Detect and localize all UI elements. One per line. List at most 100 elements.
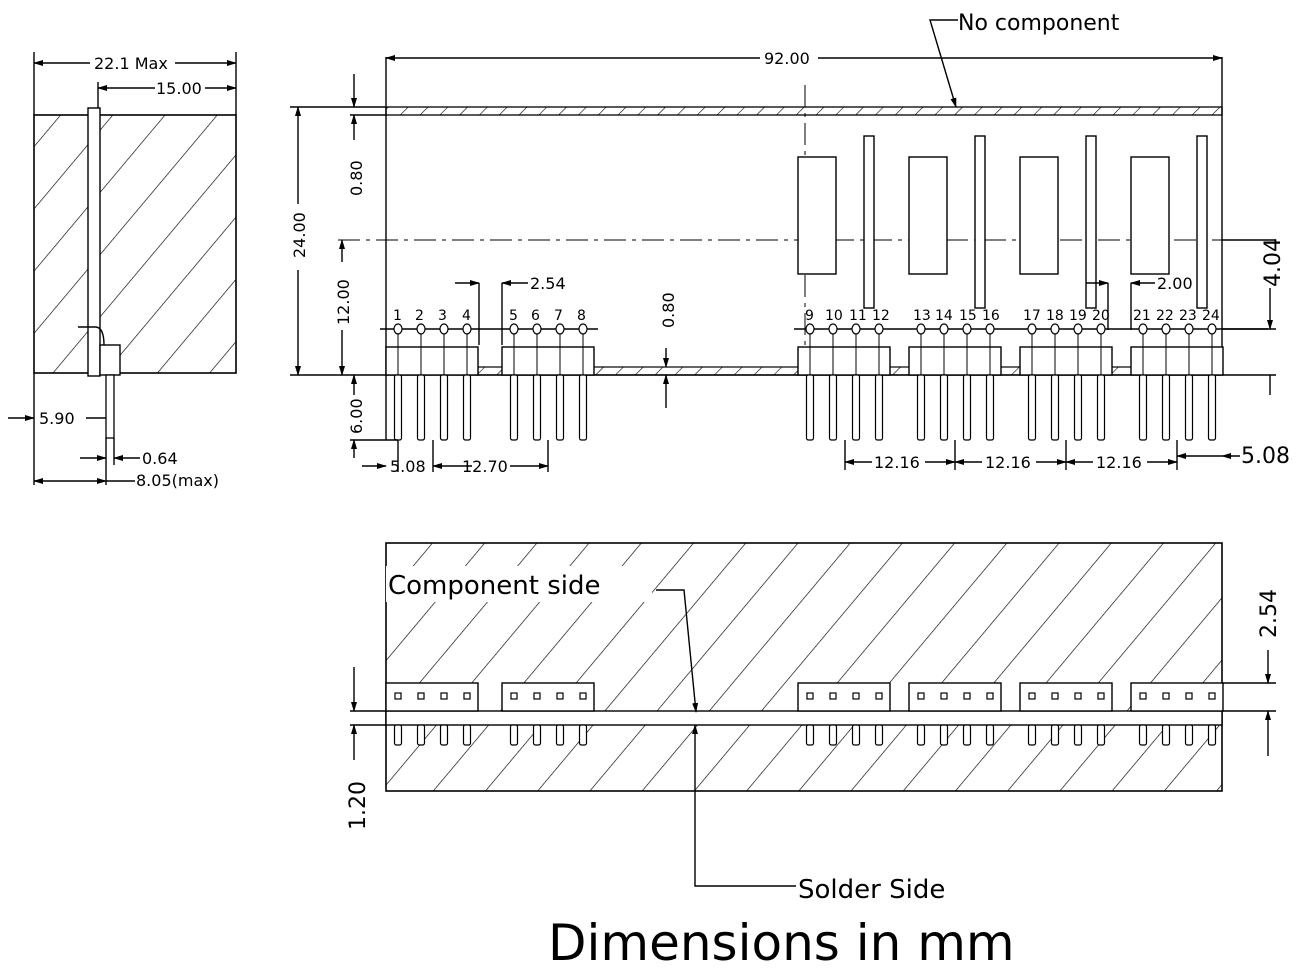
pin-pad — [533, 692, 541, 700]
pin-number: 23 — [1179, 308, 1197, 324]
pin-leg — [532, 374, 542, 441]
side-view-pin — [105, 374, 115, 439]
pin-leg — [1073, 374, 1083, 441]
pin-stub — [1184, 724, 1194, 746]
pin-pad — [1074, 692, 1082, 700]
pin-pad — [852, 692, 860, 700]
pin-pad — [875, 692, 883, 700]
pin-leg — [851, 374, 861, 441]
pin-leg — [416, 374, 426, 441]
pin-pad — [917, 692, 925, 700]
pin-leg — [1138, 374, 1148, 441]
pin-stub — [532, 724, 542, 746]
dim-15-00: 15.00 — [156, 79, 202, 98]
pin-pad — [829, 692, 837, 700]
dim-12-16-b: 12.16 — [985, 453, 1031, 472]
pin-leg — [509, 374, 519, 441]
pin-leg — [962, 374, 972, 441]
pin-hole — [509, 323, 519, 335]
pin-stub — [1096, 724, 1106, 746]
side-view: 22.1 Max 15.00 5.90 0.64 8.05(max) — [8, 52, 237, 490]
dim-0-80-top: 0.80 — [347, 160, 366, 196]
pin-pad — [394, 692, 402, 700]
pin-stub — [1138, 724, 1148, 746]
pin-number: 14 — [935, 308, 953, 324]
pin-leg — [462, 374, 472, 441]
pin-pad — [1139, 692, 1147, 700]
pin-hole — [916, 323, 926, 335]
pin-leg — [1050, 374, 1060, 441]
pin-hole — [985, 323, 995, 335]
pin-number: 15 — [959, 308, 977, 324]
pin-number: 9 — [805, 308, 814, 324]
pin-hole — [1207, 323, 1217, 335]
pin-leg — [439, 374, 449, 441]
dim-2-00: 2.00 — [1157, 274, 1193, 293]
dim-1-20: 1.20 — [346, 781, 371, 830]
dim-2-54-bottom: 2.54 — [1257, 589, 1282, 638]
dim-12-16-a: 12.16 — [874, 453, 920, 472]
pin-pad — [1162, 692, 1170, 700]
pin-pad — [463, 692, 471, 700]
pin-stub — [828, 724, 838, 746]
pin-pad — [1028, 692, 1036, 700]
note-component-side: Component side — [388, 571, 600, 601]
pin-number: 20 — [1092, 308, 1110, 324]
pin-hole — [393, 323, 403, 335]
pin-stub — [555, 724, 565, 746]
pin-number: 4 — [462, 308, 471, 324]
pin-hole — [1050, 323, 1060, 335]
pin-leg — [578, 374, 588, 441]
pin-number: 1 — [393, 308, 402, 324]
pin-pad — [556, 692, 564, 700]
pin-leg — [828, 374, 838, 441]
side-view-pcb — [87, 107, 101, 377]
dim-8-05-max: 8.05(max) — [136, 471, 219, 490]
pin-hole — [1096, 323, 1106, 335]
pin-pad — [940, 692, 948, 700]
pin-stub — [851, 724, 861, 746]
pin-number: 6 — [531, 308, 540, 324]
pin-hole — [828, 323, 838, 335]
component-row — [797, 135, 1208, 309]
note-solder-side: Solder Side — [798, 875, 945, 905]
dim-5-90: 5.90 — [39, 409, 75, 428]
pin-pad — [986, 692, 994, 700]
pin-pad — [963, 692, 971, 700]
pin-number: 13 — [913, 308, 931, 324]
pin-stub — [1161, 724, 1171, 746]
side-view-bent-pin — [78, 326, 105, 346]
pin-hole — [1161, 323, 1171, 335]
dim-12-16-c: 12.16 — [1096, 453, 1142, 472]
dim-0-64: 0.64 — [142, 449, 178, 468]
dim-22-1-max: 22.1 Max — [94, 54, 168, 73]
pin-pad — [1185, 692, 1193, 700]
pin-hole — [1027, 323, 1037, 335]
pin-hole — [939, 323, 949, 335]
pin-pad — [440, 692, 448, 700]
pin-number: 18 — [1046, 308, 1064, 324]
pin-hole — [462, 323, 472, 335]
pin-stub — [805, 724, 815, 746]
front-view: 1 2 3 4 5 6 7 8 9 10 11 12 13 14 15 16 1… — [290, 11, 1290, 476]
note-no-component: No component — [958, 11, 1120, 36]
side-view-connector — [99, 344, 121, 376]
pin-stub — [874, 724, 884, 746]
pin-leg — [874, 374, 884, 441]
pin-stub — [1207, 724, 1217, 746]
dim-6-00: 6.00 — [347, 398, 366, 434]
pin-pad — [510, 692, 518, 700]
pin-stub — [985, 724, 995, 746]
bottom-headers — [385, 682, 1224, 746]
pin-leg — [805, 374, 815, 441]
pin-leg — [1184, 374, 1194, 441]
pin-stub — [1073, 724, 1083, 746]
pin-leg — [985, 374, 995, 441]
front-pins — [393, 323, 1217, 441]
pin-stub — [1050, 724, 1060, 746]
pin-number: 19 — [1069, 308, 1087, 324]
footer-note: Dimensions in mm — [548, 914, 1015, 971]
pin-stub — [462, 724, 472, 746]
pin-hole — [1138, 323, 1148, 335]
pin-number: 22 — [1156, 308, 1174, 324]
